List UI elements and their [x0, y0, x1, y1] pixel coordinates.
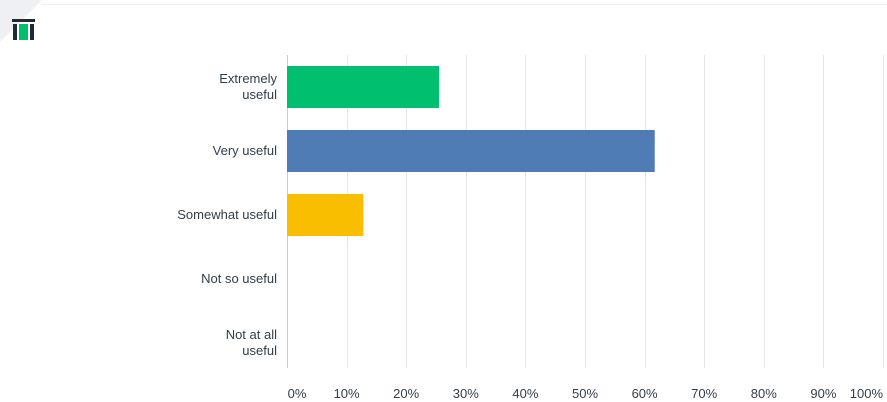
- x-tick-label-60: 60%: [632, 386, 658, 401]
- x-tick-label-40: 40%: [512, 386, 538, 401]
- category-label-1-0: Very useful: [213, 143, 277, 158]
- bar-1: [287, 130, 655, 172]
- x-tick-label-90: 90%: [810, 386, 836, 401]
- x-tick-label-80: 80%: [751, 386, 777, 401]
- x-tick-label-10: 10%: [334, 386, 360, 401]
- x-tick-label-30: 30%: [453, 386, 479, 401]
- x-tick-label-50: 50%: [572, 386, 598, 401]
- bar-0: [287, 66, 439, 108]
- x-tick-label-0: 0%: [288, 386, 307, 401]
- x-tick-label-100: 100%: [850, 386, 884, 401]
- category-label-0-0: Extremely: [219, 71, 277, 86]
- category-label-4-1: useful: [242, 343, 277, 358]
- category-label-2-0: Somewhat useful: [177, 207, 277, 222]
- bars: [287, 66, 655, 236]
- category-label-3-0: Not so useful: [201, 271, 277, 286]
- x-tick-label-20: 20%: [393, 386, 419, 401]
- bar-2: [287, 194, 363, 236]
- category-label-4-0: Not at all: [226, 327, 277, 342]
- x-tick-label-70: 70%: [691, 386, 717, 401]
- category-label-0-1: useful: [242, 87, 277, 102]
- x-axis-tick-labels: 0% 10% 20% 30% 40% 50% 60% 70% 80% 90% 100%: [288, 386, 884, 401]
